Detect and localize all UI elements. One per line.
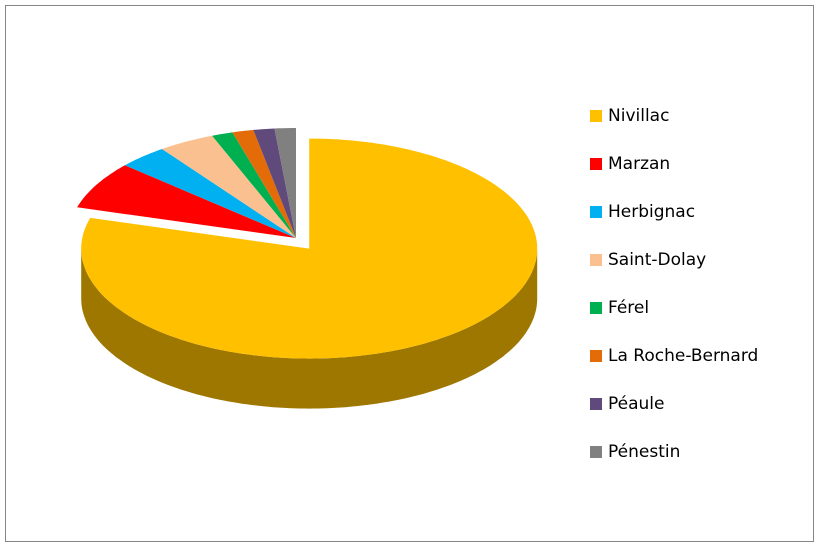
- legend-label: Férel: [608, 298, 649, 318]
- slice: [253, 128, 296, 238]
- legend-swatch: [590, 446, 602, 458]
- legend-label: Pénestin: [608, 442, 680, 462]
- slice: [274, 128, 296, 238]
- legend-label: Péaule: [608, 394, 664, 414]
- legend-swatch: [590, 302, 602, 314]
- legend-label: Saint-Dolay: [608, 250, 706, 270]
- slice: [232, 129, 296, 238]
- slice-side: [81, 248, 538, 409]
- slice: [125, 149, 296, 238]
- legend-label: Nivillac: [608, 106, 669, 126]
- slice: [162, 135, 296, 238]
- legend-swatch: [590, 350, 602, 362]
- slice: [77, 165, 296, 238]
- legend-label: Herbignac: [608, 202, 695, 222]
- slice: [81, 138, 538, 359]
- legend-label: La Roche-Bernard: [608, 346, 758, 366]
- legend-swatch: [590, 254, 602, 266]
- legend-label: Marzan: [608, 154, 670, 174]
- legend-swatch: [590, 206, 602, 218]
- legend-swatch: [590, 398, 602, 410]
- slice: [212, 132, 296, 238]
- legend-swatch: [590, 158, 602, 170]
- legend-swatch: [590, 110, 602, 122]
